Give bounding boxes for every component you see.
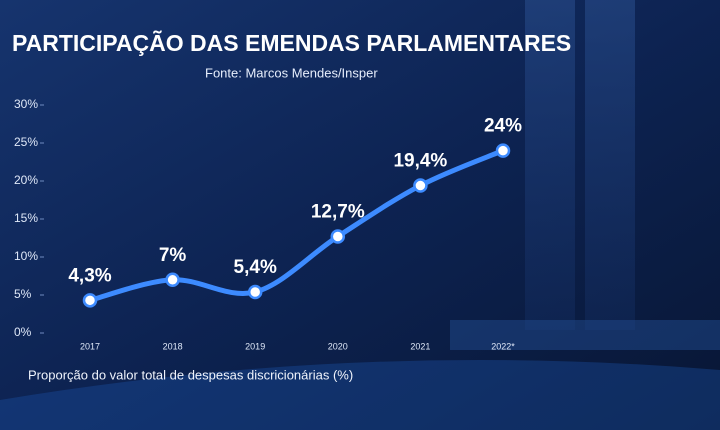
y-tick-label: 30% [14, 97, 38, 111]
x-tick-label: 2022* [491, 341, 515, 351]
value-label: 24% [484, 116, 522, 137]
value-label: 4,3% [68, 265, 111, 286]
y-tick-label: 5% [14, 287, 32, 301]
chart-title: PARTICIPAÇÃO DAS EMENDAS PARLAMENTARES [12, 29, 571, 56]
point [247, 284, 263, 300]
value-label: 5,4% [234, 257, 277, 278]
y-tick-label: 25% [14, 135, 38, 149]
point [165, 272, 180, 288]
building-base [450, 320, 720, 350]
chart-subtitle: Fonte: Marcos Mendes/Insper [205, 65, 378, 80]
x-axis-label: Proporção do valor total de despesas dis… [28, 367, 353, 382]
y-tick-label: 20% [14, 173, 38, 187]
x-tick-label: 2019 [245, 341, 265, 351]
building [525, 0, 575, 330]
building [585, 0, 635, 330]
value-label: 19,4% [393, 151, 447, 172]
point [413, 178, 428, 193]
y-tick-label: 0% [14, 325, 32, 339]
point [330, 229, 346, 244]
x-tick-label: 2020 [328, 341, 348, 351]
y-tick-label: 15% [14, 211, 38, 225]
y-tick-label: 10% [14, 249, 38, 263]
point [82, 293, 98, 308]
x-tick-label: 2018 [163, 341, 183, 351]
decor [0, 360, 720, 430]
x-tick-label: 2017 [80, 341, 100, 351]
x-tick-label: 2021 [410, 341, 430, 351]
value-label: 12,7% [311, 201, 365, 222]
point [495, 143, 511, 158]
value-label: 7% [159, 245, 187, 266]
